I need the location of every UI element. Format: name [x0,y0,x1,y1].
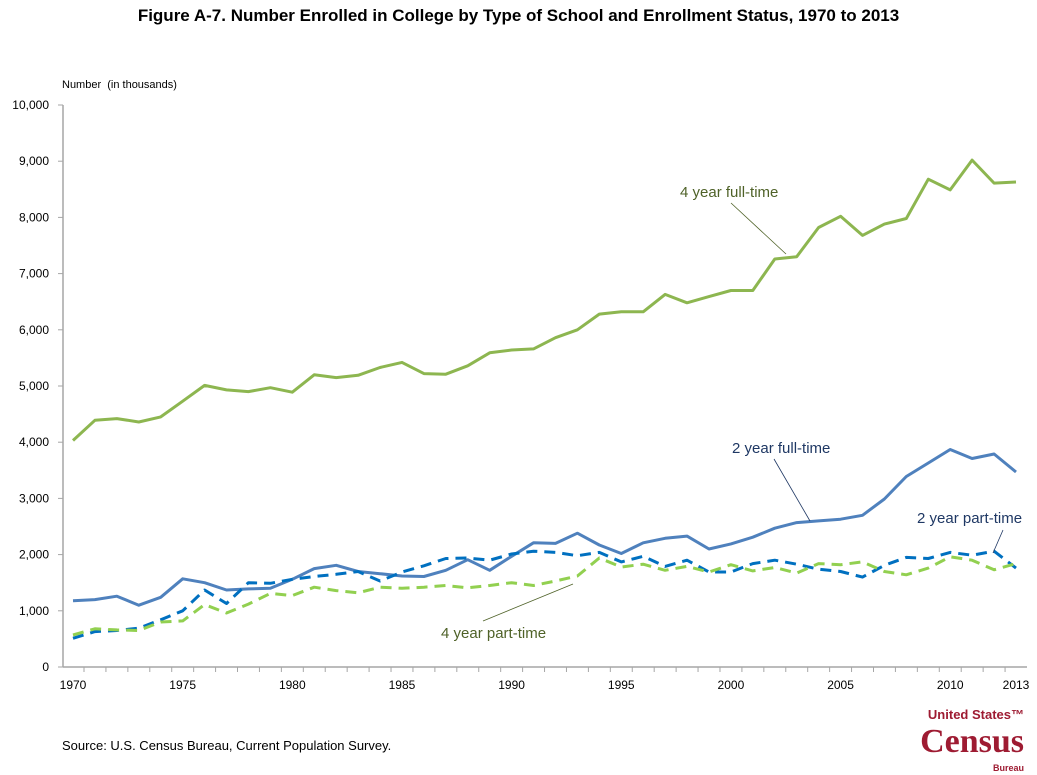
x-tick-label: 1985 [389,678,416,692]
y-tick-label: 2,000 [19,548,49,562]
y-axis-label: Number (in thousands) [62,79,177,91]
x-tick-label: 1970 [60,678,87,692]
series-label: 4 year part-time [441,625,546,642]
x-tick-label: 2010 [937,678,964,692]
census-bureau-logo: United States™ Census Bureau [880,707,1028,775]
y-tick-label: 3,000 [19,491,49,505]
y-tick-label: 4,000 [19,435,49,449]
series-line-4-year-full-time [71,158,1017,442]
annotation-leader-line [730,202,787,255]
y-tick-label: 7,000 [19,267,49,281]
series-line-2-year-full-time [72,448,1017,607]
logo-line2: Census [920,723,1024,760]
annotation-leader-line [482,583,574,622]
series-label: 4 year full-time [680,184,778,201]
source-note: Source: U.S. Census Bureau, Current Popu… [62,738,392,753]
series-line-2-year-part-time [72,549,1017,640]
logo-line1: United States™ [927,707,1024,722]
series-label: 2 year part-time [917,510,1022,527]
series-label: 2 year full-time [732,440,830,457]
y-tick-label: 5,000 [19,379,49,393]
series-line-4-year-part-time [72,555,1017,637]
y-tick-label: 8,000 [19,210,49,224]
y-tick-label: 0 [42,660,49,674]
x-tick-label: 1975 [169,678,196,692]
chart-title: Figure A-7. Number Enrolled in College b… [137,6,900,25]
x-tick-label: 1990 [498,678,525,692]
logo-line3: Bureau [992,763,1024,773]
x-tick-label: 2013 [1003,678,1030,692]
x-tick-label: 2005 [827,678,854,692]
y-tick-label: 10,000 [12,98,49,112]
y-tick-label: 6,000 [19,323,49,337]
x-tick-label: 1980 [279,678,306,692]
x-tick-label: 1995 [608,678,635,692]
annotation-leader-line [992,529,1004,554]
y-tick-label: 9,000 [19,154,49,168]
x-tick-label: 2000 [718,678,745,692]
y-tick-label: 1,000 [19,604,49,618]
annotation-leader-line [773,458,811,522]
